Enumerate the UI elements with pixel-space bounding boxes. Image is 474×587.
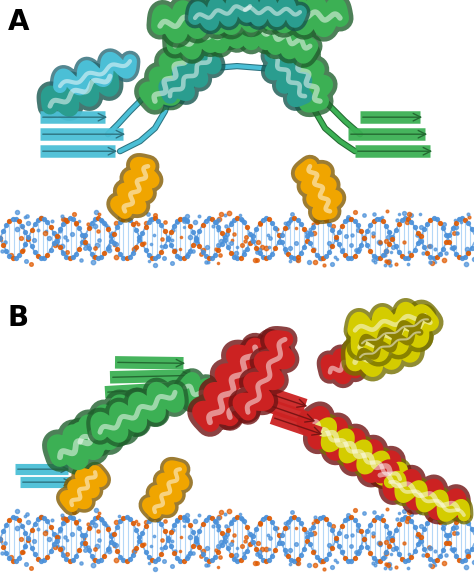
Text: B: B xyxy=(8,305,29,332)
Text: A: A xyxy=(8,8,29,36)
